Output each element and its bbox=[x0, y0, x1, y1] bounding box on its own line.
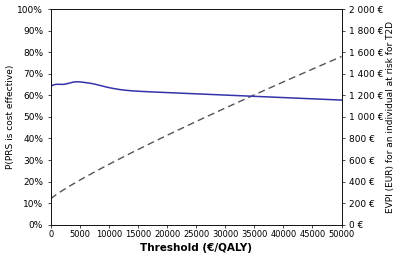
Y-axis label: P(PRS is cost effective): P(PRS is cost effective) bbox=[6, 65, 14, 169]
X-axis label: Threshold (€/QALY): Threshold (€/QALY) bbox=[140, 243, 252, 254]
Y-axis label: EVPI (EUR) for an individual at risk for T2D: EVPI (EUR) for an individual at risk for… bbox=[387, 21, 395, 213]
